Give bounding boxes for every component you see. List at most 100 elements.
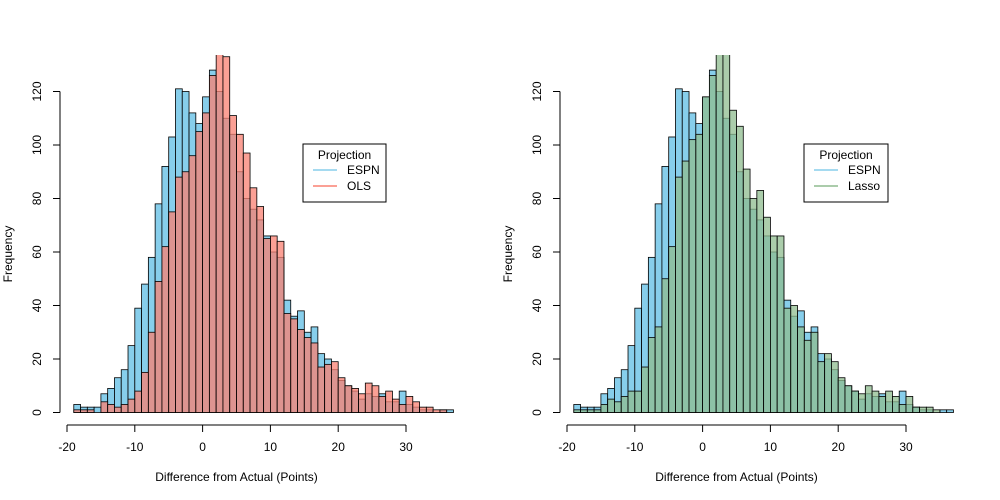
x-tick-label: 30	[899, 440, 913, 454]
y-tick-label: 100	[30, 135, 44, 155]
bar-ols	[181, 171, 190, 413]
bar-lasso	[763, 216, 771, 413]
bar-ols	[283, 313, 292, 413]
bar-lasso	[620, 396, 629, 413]
bar-ols	[168, 211, 176, 413]
histogram-panel-lasso: -20 -10 0 10 20 30 Difference from Actual (Poi…	[501, 55, 954, 484]
x-tick-label: -20	[58, 440, 76, 454]
bar-lasso	[607, 398, 615, 413]
bar-lasso	[837, 377, 846, 413]
bar-ols	[161, 246, 170, 413]
y-tick-label: 60	[530, 245, 544, 259]
bar-ols	[412, 401, 420, 413]
bar-lasso	[817, 361, 826, 413]
x-axis-label: Difference from Actual (Points)	[655, 470, 818, 484]
y-tick-label: 80	[530, 192, 544, 206]
bar-ols	[80, 409, 88, 413]
bar-ols	[154, 281, 163, 413]
bar-lasso	[892, 396, 900, 413]
bar-lasso	[627, 390, 636, 413]
legend-title: Projection	[819, 148, 872, 162]
x-tick-label: 0	[199, 440, 206, 454]
bar-espn	[939, 409, 948, 413]
bar-lasso	[803, 339, 812, 413]
y-axis: 0 20 40 60 80 100 120 Frequency	[1, 81, 61, 416]
bars-group	[73, 55, 454, 413]
bar-ols	[303, 337, 312, 413]
bar-ols	[385, 390, 393, 413]
bar-lasso	[756, 190, 765, 413]
bar-lasso	[736, 125, 744, 413]
bar-lasso	[634, 390, 642, 413]
bar-ols	[317, 366, 326, 413]
bar-ols	[208, 75, 217, 413]
x-axis: -20 -10 0 10 20 30 Difference from Actual (Poi…	[558, 424, 913, 484]
y-tick-label: 60	[30, 245, 44, 259]
y-tick-label: 40	[30, 299, 44, 313]
bar-ols	[419, 406, 427, 413]
bar-ols	[127, 398, 136, 413]
bar-lasso	[681, 160, 690, 413]
bar-lasso	[831, 361, 839, 413]
bar-ols	[100, 401, 109, 413]
bar-ols	[378, 396, 387, 413]
bar-lasso	[573, 409, 581, 413]
bar-lasso	[675, 176, 683, 413]
bar-lasso	[776, 235, 785, 413]
bar-ols	[107, 404, 115, 413]
bar-ols	[73, 409, 81, 413]
x-tick-label: 20	[832, 440, 846, 454]
bar-lasso	[905, 396, 914, 413]
bar-ols	[269, 235, 278, 413]
bar-ols	[147, 331, 156, 413]
bar-ols	[114, 406, 122, 413]
bar-lasso	[770, 235, 778, 413]
bar-ols	[120, 404, 129, 413]
bar-ols	[175, 176, 183, 413]
bar-lasso	[898, 404, 907, 413]
bar-lasso	[654, 326, 663, 413]
bar-lasso	[783, 307, 792, 413]
bar-espn	[93, 406, 102, 413]
bar-ols	[398, 404, 407, 413]
bar-lasso	[614, 401, 622, 413]
y-tick-label: 80	[30, 192, 44, 206]
y-tick-label: 20	[30, 352, 44, 366]
bar-ols	[215, 55, 224, 413]
bar-ols	[242, 152, 251, 413]
y-tick-label: 120	[30, 81, 44, 101]
bar-ols	[195, 131, 204, 413]
bar-ols	[188, 155, 197, 413]
bar-ols	[331, 361, 339, 413]
y-axis-label: Frequency	[1, 226, 15, 283]
bar-lasso	[708, 75, 717, 413]
bar-lasso	[749, 198, 758, 413]
bar-espn	[446, 409, 454, 413]
bar-lasso	[925, 406, 934, 413]
bar-ols	[351, 388, 359, 413]
bar-ols	[392, 398, 400, 413]
bar-lasso	[586, 409, 595, 413]
bar-lasso	[885, 390, 893, 413]
bar-lasso	[661, 278, 670, 413]
legend-box	[302, 143, 387, 203]
bar-ols	[344, 385, 353, 413]
bar-lasso	[742, 168, 751, 413]
bar-ols	[405, 396, 414, 413]
bar-ols	[222, 56, 231, 413]
bar-lasso	[797, 326, 805, 413]
x-tick-label: 20	[332, 440, 346, 454]
bar-lasso	[695, 133, 704, 413]
x-tick-label: 10	[264, 440, 278, 454]
x-tick-label: -10	[126, 440, 144, 454]
bar-lasso	[722, 55, 731, 413]
bar-ols	[425, 406, 434, 413]
bar-espn	[946, 409, 954, 413]
bar-lasso	[668, 246, 676, 413]
y-tick-label: 40	[530, 299, 544, 313]
bar-ols	[290, 318, 298, 413]
bar-ols	[432, 409, 441, 413]
bar-lasso	[647, 337, 656, 413]
legend-label-espn: ESPN	[848, 163, 881, 177]
